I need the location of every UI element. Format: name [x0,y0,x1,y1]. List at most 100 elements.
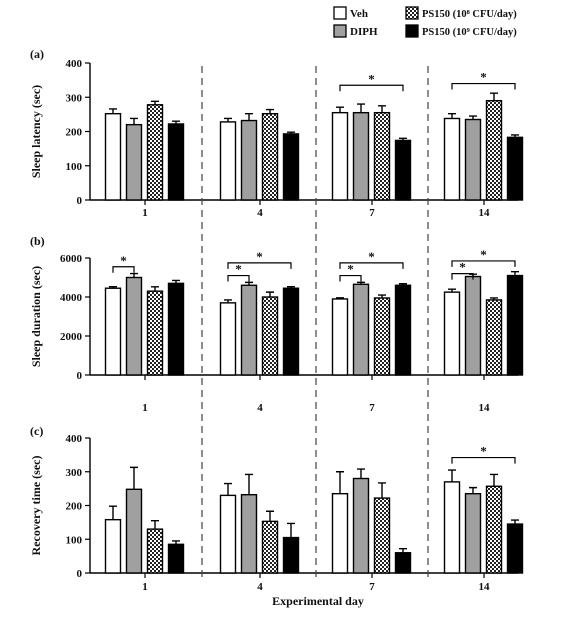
legend-swatch-ps150-low [405,6,419,20]
legend-item-veh: Veh [333,6,368,20]
significance-bracket-b-3 [339,274,362,282]
error-bar-c-ps150-high-day14 [511,519,519,525]
error-bar-a-diph-day4 [245,112,253,121]
error-bar-a-veh-day1 [109,108,117,114]
bar-b-ps150-low-day4 [261,296,279,376]
error-bar-a-ps150-low-day4 [266,108,274,114]
bar-a-ps150-low-day1 [146,104,164,201]
legend-label-ps150-low: PS150 (10⁸ CFU/day) [422,9,517,20]
bar-c-ps150-high-day1 [167,543,185,574]
error-bar-b-ps150-high-day4 [287,285,295,289]
y-axis-title-c: Recovery time (sec) [29,456,43,556]
bar-b-ps150-high-day1 [167,282,185,376]
y-tick-label-a-0: 0 [77,195,83,207]
error-bar-b-veh-day4 [224,299,232,303]
error-bar-b-veh-day1 [109,285,117,289]
error-bar-b-veh-day7 [336,297,344,299]
y-tick-label-a-1: 100 [66,161,83,173]
error-bar-b-veh-day14 [448,288,456,293]
y-axis-title-b: Sleep duration (sec) [29,266,43,367]
y-tick-label-a-3: 300 [66,92,83,104]
error-bar-a-diph-day1 [130,117,138,125]
x-tick-label-a-0: 1 [142,207,148,219]
y-tick-label-b-3: 6000 [60,253,83,265]
bar-c-diph-day14 [464,492,482,574]
significance-star-b-0: * [120,253,127,268]
significance-bracket-b-2 [227,262,292,269]
bar-c-veh-day1 [104,518,122,574]
legend-item-ps150-low: PS150 (10⁸ CFU/day) [405,6,517,20]
bar-b-ps150-low-day7 [373,297,391,376]
error-bar-c-ps150-high-day1 [172,540,180,545]
bar-a-ps150-low-day7 [373,111,391,201]
bar-b-diph-day4 [240,284,258,376]
legend-label-veh: Veh [350,8,368,20]
significance-star-b-6: * [480,247,487,262]
legend-swatch-ps150-high [405,24,419,38]
error-bar-a-ps150-low-day1 [151,100,159,105]
significance-star-b-2: * [256,249,263,264]
significance-bracket-a-0 [339,84,404,92]
error-bar-b-ps150-low-day1 [151,286,159,292]
significance-star-b-5: * [459,260,466,275]
error-bar-b-diph-day4 [245,281,253,286]
significance-bracket-b-1 [227,274,250,282]
significance-bracket-b-4 [339,262,404,269]
error-bar-a-ps150-low-day14 [490,92,498,101]
x-tick-label-a-1: 4 [257,207,263,219]
bar-c-veh-day14 [443,481,461,574]
error-bar-a-veh-day7 [336,106,344,113]
bar-b-ps150-low-day14 [485,299,503,376]
bar-b-ps150-low-day1 [146,290,164,376]
significance-star-c-0: * [480,444,487,459]
error-bar-b-ps150-high-day14 [511,270,519,276]
bar-a-veh-day7 [331,111,349,201]
y-tick-label-c-4: 400 [66,433,83,445]
x-tick-label-b-3: 14 [479,402,491,414]
legend: Veh DIPH PS150 (10⁸ CFU/day) PS150 (10⁹ … [333,6,517,38]
bar-a-ps150-high-day14 [506,136,524,201]
bar-b-ps150-high-day4 [282,287,300,376]
error-bar-c-veh-day7 [336,471,344,494]
y-tick-label-c-2: 200 [66,501,83,513]
error-bar-c-diph-day7 [357,468,365,479]
bar-b-veh-day14 [443,291,461,376]
error-bar-b-ps150-low-day4 [266,291,274,297]
x-tick-label-b-2: 7 [369,402,375,414]
bar-b-veh-day1 [104,287,122,376]
significance-bracket-b-6 [451,260,516,267]
error-bar-a-ps150-high-day1 [172,120,180,124]
panel-label-b: (b) [30,234,45,248]
significance-bracket-b-5 [451,273,474,280]
y-tick-label-a-2: 200 [66,127,83,139]
bar-c-ps150-low-day4 [261,520,279,574]
error-bar-c-diph-day1 [130,466,138,490]
significance-bracket-c-0 [451,456,516,464]
bar-a-ps150-high-day1 [167,123,185,201]
error-bar-b-diph-day7 [357,281,365,285]
bar-a-ps150-high-day4 [282,133,300,201]
day-separators [201,66,429,582]
error-bar-c-ps150-low-day1 [151,519,159,530]
error-bar-c-veh-day1 [109,505,117,520]
y-tick-label-b-1: 2000 [60,331,83,343]
x-tick-label-c-0: 1 [142,581,148,593]
bar-b-veh-day7 [331,298,349,376]
bar-a-ps150-low-day4 [261,112,279,201]
bar-a-ps150-high-day7 [394,139,412,201]
error-bar-b-ps150-low-day7 [378,294,386,298]
error-bar-a-ps150-high-day14 [511,134,519,138]
bar-a-veh-day1 [104,112,122,201]
significance-star-b-1: * [235,262,242,277]
significance-star-a-1: * [480,70,487,85]
bar-a-ps150-low-day14 [485,99,503,201]
significance-bracket-b-0 [112,266,135,273]
y-tick-label-b-2: 4000 [60,292,83,304]
error-bar-b-ps150-low-day14 [490,297,498,300]
legend-swatch-veh [333,6,347,20]
panel-label-a: (a) [30,47,44,61]
legend-label-diph: DIPH [350,26,378,38]
bar-c-diph-day7 [352,477,370,574]
